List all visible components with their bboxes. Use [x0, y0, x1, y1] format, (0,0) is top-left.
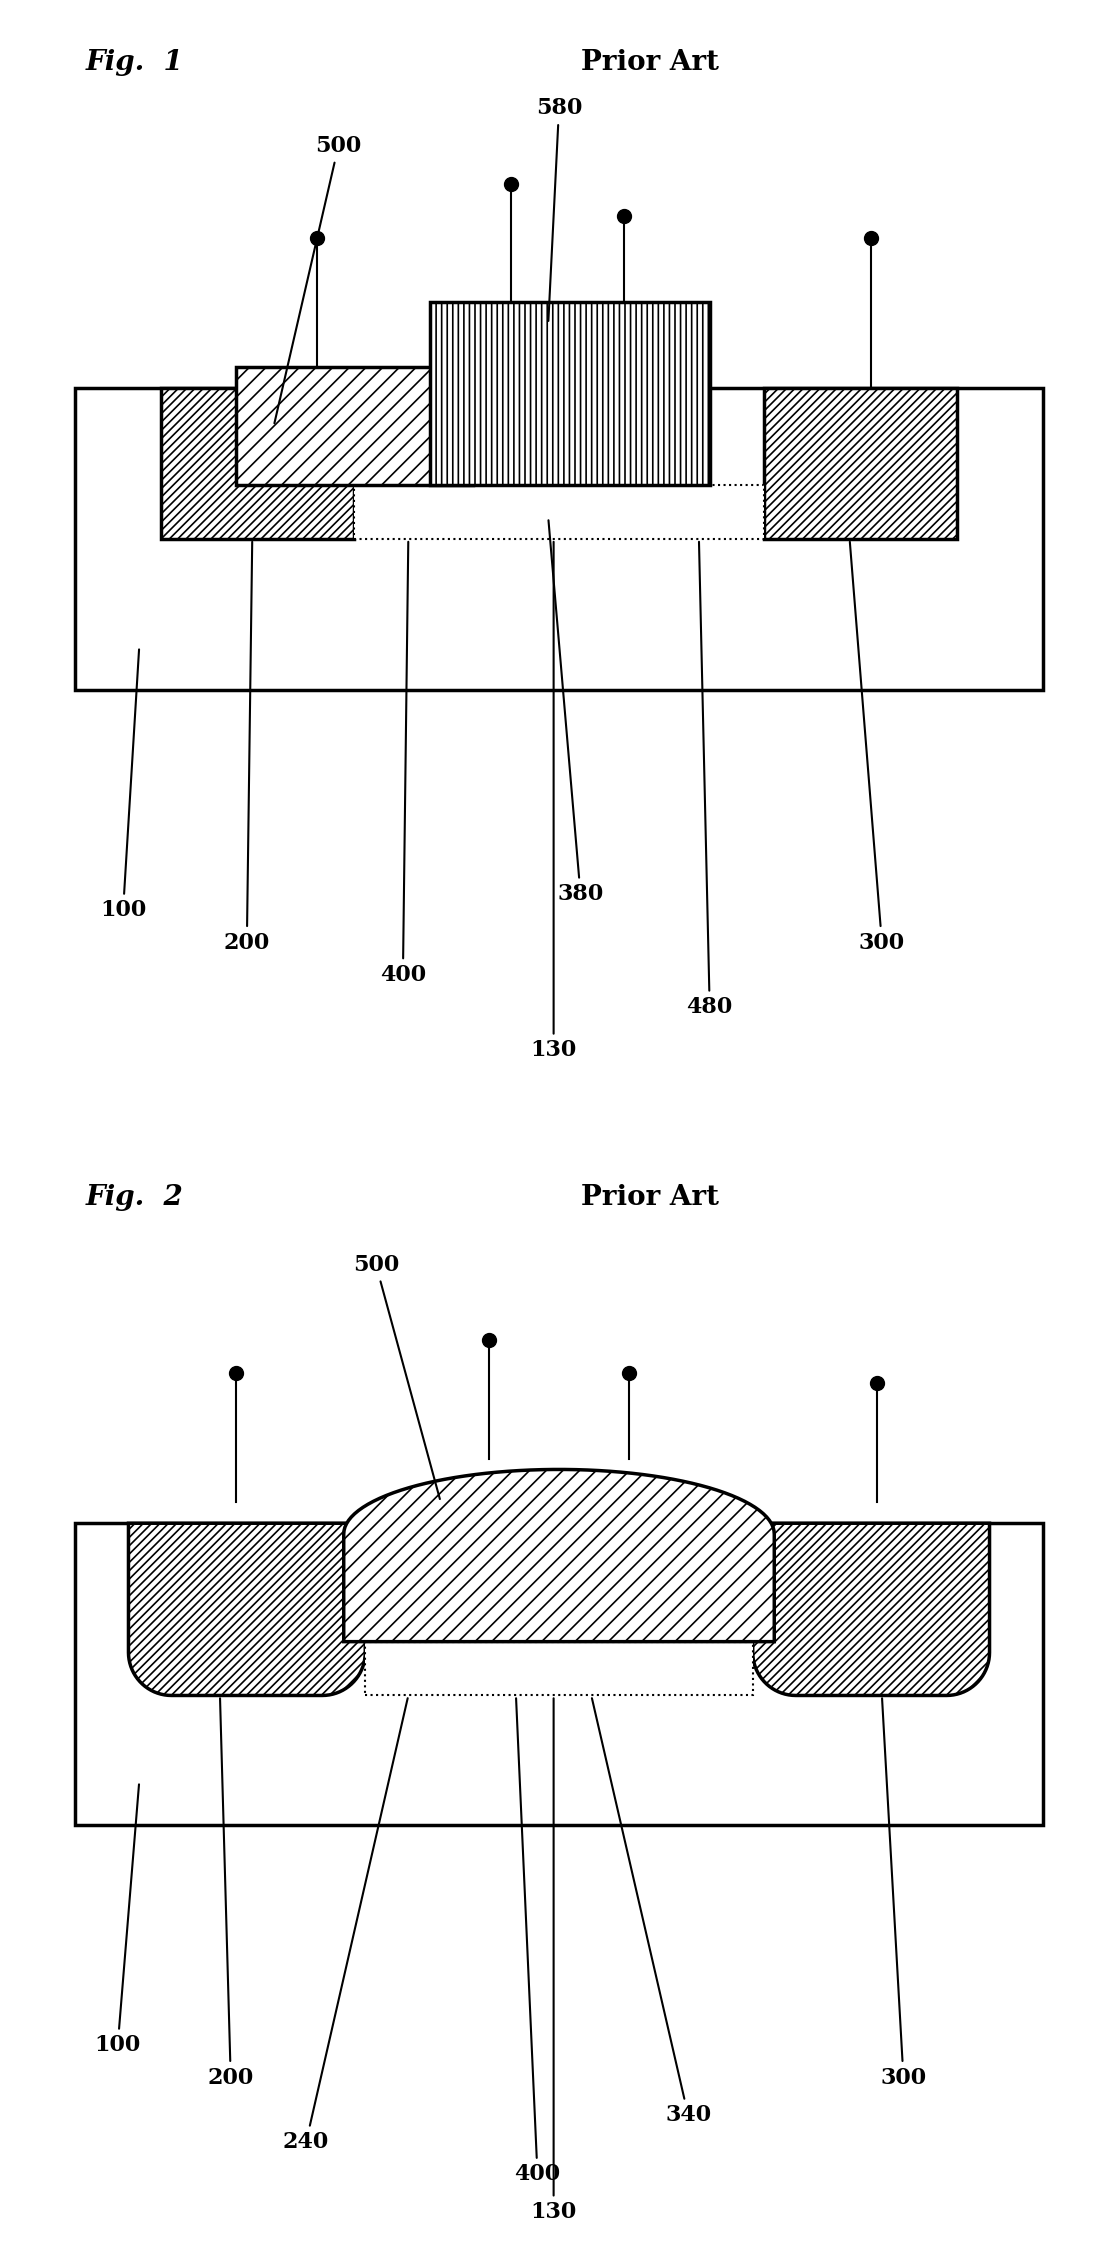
- Text: 400: 400: [514, 1699, 560, 2186]
- Text: 300: 300: [880, 1699, 927, 2089]
- Bar: [764, 388, 957, 539]
- Text: 200: 200: [208, 1699, 254, 2089]
- Bar: [236, 368, 473, 485]
- Polygon shape: [752, 1523, 989, 1697]
- Text: Prior Art: Prior Art: [580, 1184, 719, 1211]
- Text: Fig.  1: Fig. 1: [85, 50, 183, 77]
- Text: 340: 340: [591, 1699, 711, 2125]
- Text: 240: 240: [283, 1699, 408, 2152]
- Text: 500: 500: [353, 1254, 439, 1498]
- Text: 380: 380: [549, 521, 604, 905]
- Polygon shape: [343, 1469, 775, 1642]
- Text: 200: 200: [224, 541, 269, 954]
- Text: 500: 500: [274, 135, 361, 424]
- Text: 480: 480: [686, 541, 732, 1017]
- Text: 300: 300: [850, 541, 904, 954]
- Text: 130: 130: [531, 541, 577, 1060]
- Text: 130: 130: [531, 1699, 577, 2222]
- Bar: [366, 1642, 752, 1697]
- Polygon shape: [129, 1523, 366, 1697]
- Bar: [161, 388, 354, 539]
- Bar: [354, 485, 764, 539]
- Text: 100: 100: [95, 1784, 141, 2055]
- Bar: [429, 302, 710, 485]
- Bar: [75, 388, 1043, 690]
- Text: Fig.  2: Fig. 2: [85, 1184, 183, 1211]
- Text: 400: 400: [380, 541, 426, 986]
- Bar: [75, 1523, 1043, 1825]
- Text: 100: 100: [100, 650, 146, 920]
- Text: 580: 580: [536, 97, 582, 320]
- Text: Prior Art: Prior Art: [580, 50, 719, 77]
